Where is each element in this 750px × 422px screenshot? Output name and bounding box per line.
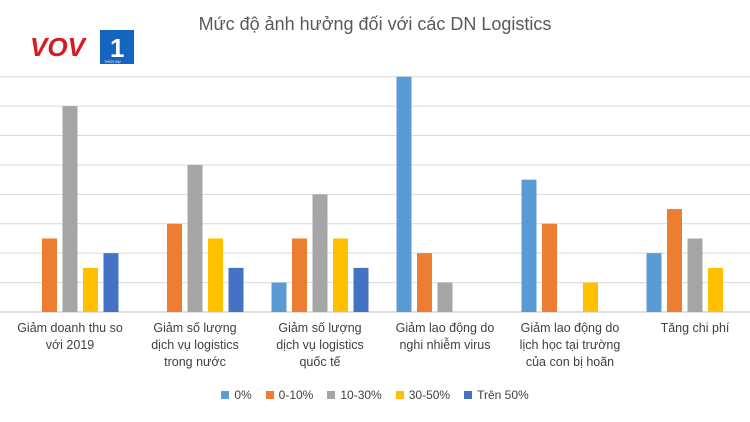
bar [667,209,682,312]
category-label: Giảm số lượng dịch vụ logistics quốc tế [255,320,385,371]
chart-title: Mức độ ảnh hưởng đối với các DN Logistic… [198,14,552,34]
legend-label: Trên 50% [477,388,529,402]
category-label-line: Giảm số lượng [153,321,237,335]
bar [396,76,412,313]
category-label-line: lịch học tại trường [519,338,621,352]
logo-sub: THỜI SỰ [104,59,122,64]
legend-label: 0% [234,388,252,402]
bar [292,238,307,312]
category-label-line: với 2019 [45,338,95,352]
legend-swatch [265,391,274,399]
category-label-line: Tăng chi phí [660,321,730,335]
bar [708,267,723,312]
bar [208,238,223,312]
legend-item: Trên 50% [464,388,529,402]
bar [687,238,703,312]
category-label-line: nghi nhiễm virus [399,338,491,352]
bar [62,106,78,312]
legend-item: 10-30% [327,388,382,402]
category-label-line: dịch vụ logistics [151,338,239,352]
bar [542,223,557,312]
bar [583,282,598,312]
bar [167,223,182,312]
category-label-line: dịch vụ logistics [276,338,364,352]
category-label-line: quốc tế [299,355,341,369]
legend-label: 10-30% [340,388,382,402]
bar [312,194,328,312]
bar [417,253,432,312]
legend-label: 30-50% [408,388,451,402]
bar [646,253,662,312]
legend-swatch [221,391,230,399]
category-label-line: của con bị hoãn [525,355,615,369]
bar [42,238,57,312]
bar [353,267,369,312]
category-label-line: trong nước [164,355,226,369]
bar [333,238,348,312]
bar [187,164,203,312]
category-label-line: Giảm lao động do [395,321,495,335]
category-label-line: Giảm lao động do [520,321,620,335]
legend-label: 0-10% [278,388,314,402]
legend-item: 0-10% [265,388,314,402]
legend-swatch [464,391,473,399]
category-label-line: Giảm số lượng [278,321,362,335]
vov-logo: VOV 1 THỜI SỰ [30,30,140,66]
bar [103,253,119,312]
bar [271,282,287,312]
bar [228,267,244,312]
category-label: Giảm doanh thu so với 2019 [5,320,135,354]
legend-swatch [395,391,404,399]
legend-swatch [327,391,336,399]
legend-item: 30-50% [395,388,451,402]
category-label: Giảm số lượng dịch vụ logistics trong nước [130,320,260,371]
legend-item: 0% [221,388,252,402]
category-label-line: Giảm doanh thu so [17,321,123,335]
bar [83,267,98,312]
bar [437,282,453,312]
logo-text: VOV [30,32,88,62]
chart-legend: 0% 0-10% 10-30% 30-50% Trên 50% [0,388,750,402]
bar [521,179,537,312]
logo-badge: 1 [110,33,124,63]
category-label: Tăng chi phí [630,320,750,337]
category-label: Giảm lao động do lịch học tại trường của c… [505,320,635,371]
category-label: Giảm lao động do nghi nhiễm virus [380,320,510,354]
